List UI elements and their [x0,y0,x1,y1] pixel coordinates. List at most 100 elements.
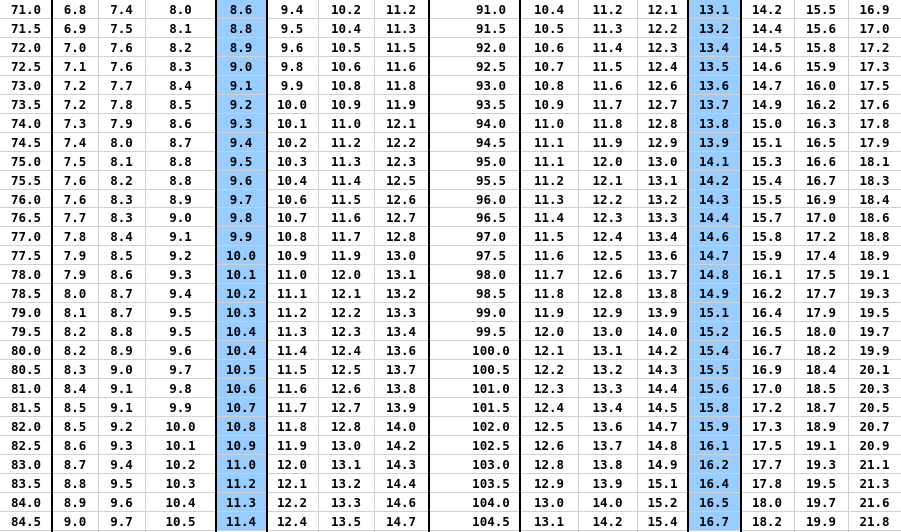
left-table-cell[interactable]: 10.4 [165,495,196,510]
right-table-cell[interactable]: 17.2 [805,229,837,244]
left-table-cell[interactable]: 9.6 [216,171,266,190]
right-table-cell[interactable]: 95.0 [475,154,507,169]
left-table-cell[interactable]: 11.2 [276,305,308,320]
left-table-cell[interactable]: 8.4 [63,381,87,396]
right-table-cell[interactable]: 98.5 [475,286,507,301]
right-table-cell[interactable]: 13.0 [647,154,678,169]
left-table-cell[interactable]: 7.5 [110,21,133,36]
right-table-cell[interactable]: 103.5 [472,476,510,491]
left-table-cell[interactable]: 71.0 [10,2,42,17]
left-table-cell[interactable]: 9.1 [110,400,133,415]
right-table-cell[interactable]: 15.5 [688,360,740,379]
left-table-cell[interactable]: 13.8 [385,381,417,396]
left-table-cell[interactable]: 9.0 [63,514,87,529]
left-table-cell[interactable]: 12.5 [330,362,362,377]
right-table-cell[interactable]: 92.5 [475,59,507,74]
left-table-cell[interactable]: 8.9 [169,192,192,207]
right-table-cell[interactable]: 12.8 [592,286,623,301]
left-table-cell[interactable]: 12.7 [330,400,362,415]
left-table-cell[interactable]: 8.2 [169,40,192,55]
left-table-cell[interactable]: 12.0 [276,457,308,472]
right-table-cell[interactable]: 18.6 [859,210,890,225]
right-table-cell[interactable]: 104.5 [472,514,510,529]
right-table-cell[interactable]: 18.8 [859,229,890,244]
right-table-cell[interactable]: 17.7 [751,457,783,472]
left-table-cell[interactable]: 14.0 [385,419,417,434]
left-table-cell[interactable]: 8.9 [216,38,266,57]
left-table-cell[interactable]: 8.9 [110,343,133,358]
left-table-cell[interactable]: 8.2 [63,343,87,358]
left-table-cell[interactable]: 11.9 [276,438,308,453]
left-table-cell[interactable]: 12.2 [385,135,417,150]
left-table-cell[interactable]: 10.8 [330,78,362,93]
left-table-cell[interactable]: 12.6 [385,192,417,207]
left-table-cell[interactable]: 10.0 [216,246,266,265]
left-table-cell[interactable]: 13.2 [385,286,417,301]
left-table-cell[interactable]: 9.8 [280,59,304,74]
right-table-cell[interactable]: 15.4 [751,173,783,188]
right-table-cell[interactable]: 18.9 [859,248,890,263]
left-table-cell[interactable]: 83.5 [10,476,42,491]
right-table-cell[interactable]: 16.9 [805,192,837,207]
left-table-cell[interactable]: 73.0 [10,78,42,93]
left-table-cell[interactable]: 7.8 [110,97,133,112]
right-table-cell[interactable]: 14.4 [647,381,678,396]
right-table-cell[interactable]: 12.1 [592,173,623,188]
right-table-cell[interactable]: 11.9 [533,305,565,320]
right-table-cell[interactable]: 101.5 [472,400,510,415]
right-table-cell[interactable]: 17.0 [859,21,890,36]
left-table-cell[interactable]: 10.3 [165,476,196,491]
right-table-cell[interactable]: 21.1 [859,457,890,472]
right-table-cell[interactable]: 103.0 [472,457,510,472]
left-table-cell[interactable]: 9.7 [216,190,266,209]
left-table-cell[interactable]: 10.1 [165,438,196,453]
right-table-cell[interactable]: 20.9 [859,438,890,453]
left-table-cell[interactable]: 9.1 [169,229,192,244]
right-table-cell[interactable]: 15.3 [751,154,783,169]
right-table-cell[interactable]: 16.2 [751,286,783,301]
left-table-cell[interactable]: 8.6 [110,267,133,282]
right-table-cell[interactable]: 13.9 [647,305,678,320]
right-table-cell[interactable]: 14.3 [647,362,678,377]
left-table-cell[interactable]: 7.5 [63,154,87,169]
right-table-cell[interactable]: 21.3 [859,476,890,491]
left-table-cell[interactable]: 8.0 [169,2,192,17]
right-table-cell[interactable]: 100.5 [472,362,510,377]
left-table-cell[interactable]: 6.9 [63,21,87,36]
right-table-cell[interactable]: 15.2 [688,322,740,341]
left-table-cell[interactable]: 10.8 [276,229,308,244]
left-table-cell[interactable]: 12.8 [330,419,362,434]
right-table-cell[interactable]: 19.3 [805,457,837,472]
left-table-cell[interactable]: 7.6 [110,40,133,55]
left-table-cell[interactable]: 14.2 [385,438,417,453]
left-table-cell[interactable]: 84.0 [10,495,42,510]
left-table-cell[interactable]: 9.0 [216,57,266,76]
left-table-cell[interactable]: 11.8 [385,78,417,93]
left-table-cell[interactable]: 7.1 [63,59,87,74]
right-table-cell[interactable]: 15.8 [751,229,783,244]
left-table-cell[interactable]: 13.2 [330,476,362,491]
left-table-cell[interactable]: 9.2 [169,248,192,263]
left-table-cell[interactable]: 10.8 [216,417,266,436]
right-table-cell[interactable]: 17.4 [805,248,837,263]
left-table-cell[interactable]: 13.6 [385,343,417,358]
right-table-cell[interactable]: 12.1 [533,343,565,358]
left-table-cell[interactable]: 10.9 [330,97,362,112]
left-table-cell[interactable]: 12.3 [385,154,417,169]
left-table-cell[interactable]: 72.5 [10,59,42,74]
left-table-cell[interactable]: 11.4 [276,343,308,358]
right-table-cell[interactable]: 11.4 [533,210,565,225]
right-table-cell[interactable]: 12.9 [533,476,565,491]
left-table-cell[interactable]: 10.2 [330,2,362,17]
right-table-cell[interactable]: 11.6 [592,78,623,93]
left-table-cell[interactable]: 8.5 [63,419,87,434]
left-table-cell[interactable]: 11.0 [330,116,362,131]
right-table-cell[interactable]: 11.7 [592,97,623,112]
left-table-cell[interactable]: 10.9 [276,248,308,263]
right-table-cell[interactable]: 13.7 [688,95,740,114]
right-table-cell[interactable]: 13.6 [592,419,623,434]
right-table-cell[interactable]: 16.1 [751,267,783,282]
right-table-cell[interactable]: 12.8 [647,116,678,131]
left-table-cell[interactable]: 11.7 [276,400,308,415]
right-table-cell[interactable]: 11.2 [533,173,565,188]
